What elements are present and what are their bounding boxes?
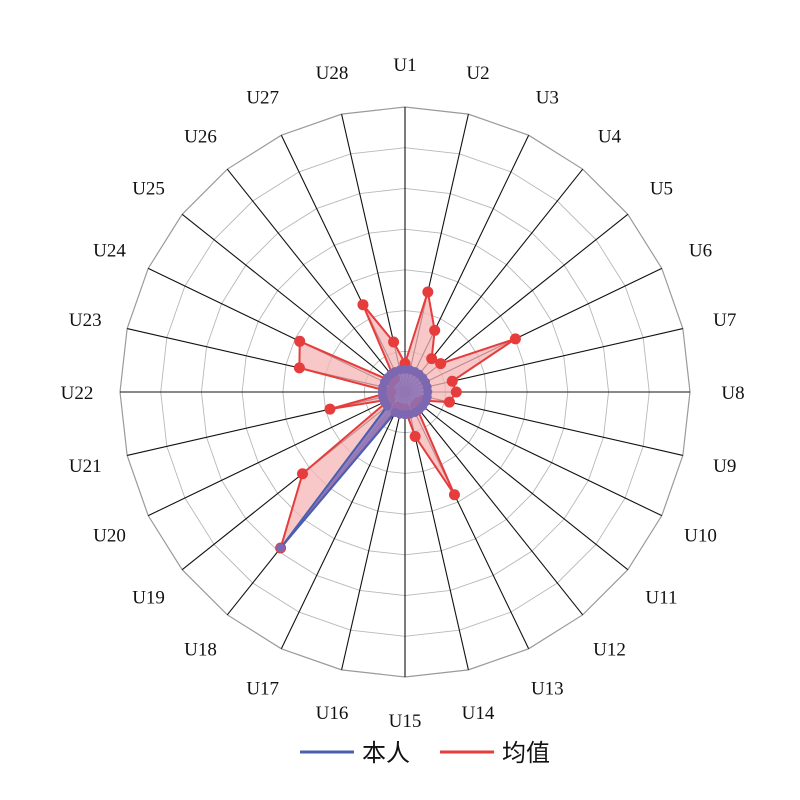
axis-label-u9: U9 [713, 456, 736, 477]
axis-label-u17: U17 [246, 679, 279, 700]
axis-label-u11: U11 [645, 588, 677, 609]
axis-label-u14: U14 [462, 703, 495, 724]
axis-spoke [404, 391, 584, 616]
axis-label-u28: U28 [316, 63, 349, 84]
axis-label-u10: U10 [684, 525, 717, 546]
axis-label-u1: U1 [393, 55, 416, 76]
series-area [279, 368, 429, 549]
data-point-u28 [395, 365, 405, 375]
axis-label-u2: U2 [466, 63, 489, 84]
axis-label-u25: U25 [132, 178, 165, 199]
axis-label-u8: U8 [721, 383, 744, 404]
data-point-u3 [429, 324, 441, 336]
data-point-u4 [426, 353, 438, 365]
axis-label-u18: U18 [184, 639, 217, 660]
data-point-u17 [390, 408, 400, 418]
data-point-u7 [446, 375, 458, 387]
data-point-u6 [509, 333, 521, 345]
data-point-u13 [448, 489, 460, 501]
data-point-u28 [388, 336, 400, 348]
axis-labels: U1 U2 U3 U4 U5 U6 U7 U8 U9 U10 U11 U12 U13 U14 U15 U16 U… [61, 55, 745, 732]
axis-spoke [404, 391, 629, 571]
axis-spoke [341, 391, 406, 670]
data-point-u19 [297, 468, 309, 480]
data-point-u27 [357, 299, 369, 311]
data-point-u23 [293, 362, 305, 374]
axis-spoke [226, 168, 406, 393]
axis-label-u3: U3 [536, 87, 559, 108]
axis-label-u27: U27 [246, 87, 279, 108]
radar-series-layer [275, 286, 521, 554]
axis-label-u12: U12 [593, 639, 626, 660]
legend-label-mean: 均值 [502, 739, 550, 767]
axis-label-u4: U4 [598, 127, 622, 148]
axis-label-u24: U24 [93, 241, 126, 262]
data-point-u2 [422, 286, 434, 298]
data-point-u21 [324, 403, 336, 415]
axis-spoke [280, 391, 406, 650]
axis-label-u23: U23 [69, 310, 102, 331]
axis-spoke [181, 213, 406, 393]
data-point-u5 [435, 358, 447, 370]
axis-label-u22: U22 [61, 383, 94, 404]
chart-legend: 本人 均值 [300, 739, 550, 767]
series-area [279, 290, 517, 549]
axis-label-u20: U20 [93, 525, 126, 546]
axis-label-u6: U6 [689, 241, 712, 262]
axis-label-u19: U19 [132, 588, 165, 609]
data-point-u14 [409, 430, 421, 442]
axis-label-u5: U5 [650, 178, 673, 199]
data-point-u18 [276, 543, 286, 553]
data-point-u9 [443, 396, 455, 408]
axis-label-u26: U26 [184, 127, 217, 148]
data-point-u24 [294, 335, 306, 347]
data-point-u8 [450, 386, 462, 398]
axis-label-u16: U16 [316, 703, 349, 724]
legend-label-self: 本人 [362, 739, 410, 767]
axis-spoke [404, 391, 663, 517]
axis-label-u13: U13 [531, 679, 564, 700]
axis-label-u7: U7 [713, 310, 736, 331]
axis-spoke [147, 391, 406, 517]
axis-label-u15: U15 [389, 711, 422, 732]
series-self [276, 364, 433, 553]
axis-label-u21: U21 [69, 456, 102, 477]
